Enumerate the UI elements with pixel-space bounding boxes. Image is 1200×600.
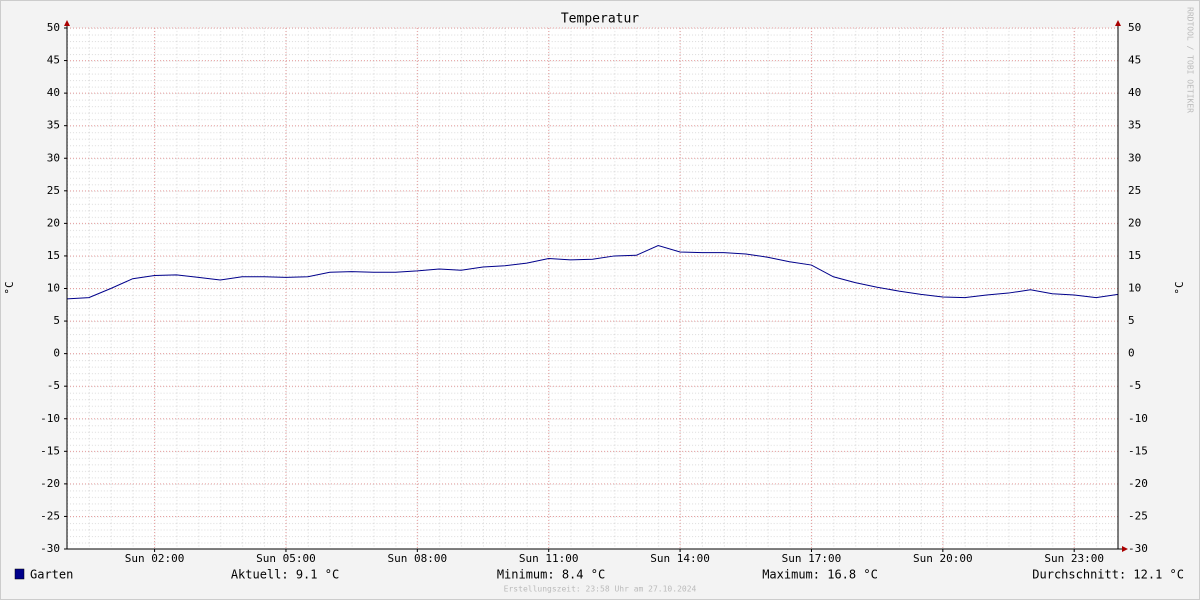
y-tick-label: 0 — [53, 347, 60, 360]
y2-tick-label: 10 — [1128, 282, 1141, 295]
x-tick-label: Sun 11:00 — [519, 552, 579, 565]
y2-tick-label: 40 — [1128, 86, 1141, 99]
y2-tick-label: 15 — [1128, 249, 1141, 262]
y-tick-label: -10 — [40, 412, 60, 425]
x-tick-label: Sun 02:00 — [125, 552, 185, 565]
y-tick-label: 35 — [47, 119, 60, 132]
y2-axis-label: °C — [1173, 281, 1186, 294]
y-tick-label: -30 — [40, 542, 60, 555]
plot — [66, 27, 1119, 550]
x-tick-label: Sun 20:00 — [913, 552, 973, 565]
x-tick-label: Sun 05:00 — [256, 552, 316, 565]
y-tick-label: 10 — [47, 282, 60, 295]
y2-tick-label: 30 — [1128, 151, 1141, 164]
y-tick-label: 40 — [47, 86, 60, 99]
y2-tick-label: 20 — [1128, 216, 1141, 229]
x-tick-label: Sun 14:00 — [650, 552, 710, 565]
y2-tick-label: 50 — [1128, 21, 1141, 34]
y-axis-label: °C — [3, 281, 16, 294]
stat-avg: Durchschnitt: 12.1 °C — [1032, 568, 1184, 582]
y2-tick-label: -10 — [1128, 412, 1148, 425]
y2-tick-label: 5 — [1128, 314, 1135, 327]
y2-tick-label: -15 — [1128, 444, 1148, 457]
footer: Erstellungszeit: 23:58 Uhr am 27.10.2024 — [504, 585, 697, 594]
y-tick-label: -15 — [40, 444, 60, 457]
y2-tick-label: 45 — [1128, 54, 1141, 67]
y2-tick-label: -20 — [1128, 477, 1148, 490]
stat-min: Minimum: 8.4 °C — [497, 568, 605, 582]
y2-tick-label: 25 — [1128, 184, 1141, 197]
watermark: RRDTOOL / TOBI OETIKER — [1186, 7, 1195, 113]
y-tick-label: 15 — [47, 249, 60, 262]
y-tick-label: 30 — [47, 151, 60, 164]
legend-swatch — [14, 568, 25, 580]
x-tick-label: Sun 08:00 — [388, 552, 448, 565]
y-tick-label: 25 — [47, 184, 60, 197]
chart-title: Temperatur — [561, 12, 639, 27]
y2-tick-label: 35 — [1128, 119, 1141, 132]
y-tick-label: -25 — [40, 509, 60, 522]
x-tick-label: Sun 23:00 — [1044, 552, 1104, 565]
y2-tick-label: -5 — [1128, 379, 1141, 392]
series-line — [66, 244, 1119, 300]
stat-current: Aktuell: 9.1 °C — [231, 568, 339, 582]
y-tick-label: 50 — [47, 21, 60, 34]
y-tick-label: 45 — [47, 54, 60, 67]
y-tick-label: 5 — [53, 314, 60, 327]
x-tick-label: Sun 17:00 — [782, 552, 842, 565]
legend-label: Garten — [30, 568, 73, 582]
y-tick-label: -20 — [40, 477, 60, 490]
y-tick-label: 20 — [47, 216, 60, 229]
y2-tick-label: -25 — [1128, 509, 1148, 522]
y2-tick-label: -30 — [1128, 542, 1148, 555]
y-tick-label: -5 — [47, 379, 60, 392]
stat-max: Maximum: 16.8 °C — [762, 568, 878, 582]
y2-tick-label: 0 — [1128, 347, 1135, 360]
